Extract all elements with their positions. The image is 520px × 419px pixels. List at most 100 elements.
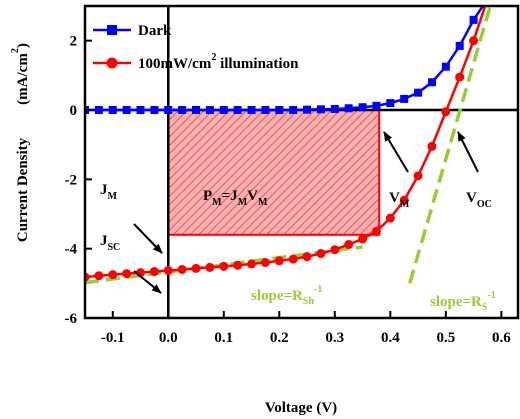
illum-point (122, 269, 132, 279)
series-dark (85, 6, 485, 114)
illum-point (344, 240, 354, 250)
x-tick-label: 0.3 (325, 330, 344, 346)
pm-annotation: PM=JMVM (203, 188, 268, 208)
dark-point (233, 106, 242, 114)
y-unit-close: ) (15, 43, 31, 48)
dark-point (427, 78, 436, 87)
dark-point (469, 15, 478, 24)
dark-point (205, 106, 214, 114)
voc-arrow (457, 131, 479, 173)
legend-illum-marker (106, 57, 118, 69)
illum-point (371, 226, 381, 236)
legend-illum-main: 100mW/cm (138, 56, 212, 72)
legend-illum-tail: illumination (216, 56, 299, 72)
illum-point (94, 271, 104, 281)
legend-illum-text: 100mW/cm2 illumination (138, 52, 299, 72)
slope-rs-annotation: slope=RS-1 (430, 290, 496, 313)
legend-dark-marker (107, 25, 117, 35)
pm-j-sub: M (238, 197, 248, 208)
pm-v-sub: M (258, 197, 268, 208)
series-illumination (85, 0, 492, 282)
dark-point (441, 62, 450, 71)
jsc-main: J (100, 233, 108, 249)
dark-point (400, 94, 409, 103)
illum-point (274, 256, 284, 266)
illum-point (358, 234, 368, 244)
y-tick-label: 0 (70, 103, 78, 119)
illum-point (219, 261, 229, 271)
y-axis-unit: (mA/cm2) (10, 43, 31, 105)
dark-point (455, 41, 464, 50)
pm-eq: =J (222, 188, 239, 204)
dark-point (94, 106, 103, 114)
x-tick-label: -0.1 (101, 330, 125, 346)
vm-annotation: VM (389, 190, 410, 210)
x-tick-label: 0.4 (381, 330, 400, 346)
illum-point (260, 258, 270, 268)
legend-dark-text: Dark (138, 23, 172, 39)
dark-point (136, 106, 145, 114)
dark-point (247, 106, 256, 114)
dark-point (386, 99, 395, 108)
slope-rs-text: slope=R (430, 294, 482, 310)
illum-point (316, 249, 326, 259)
illum-point (163, 266, 173, 276)
illum-point (108, 270, 118, 280)
illum-point (330, 245, 340, 255)
dark-point (150, 106, 159, 114)
slope-rs-sup: -1 (487, 290, 495, 301)
legend-illum-sup: 2 (211, 52, 216, 63)
dark-point (316, 105, 325, 114)
illum-point (427, 141, 437, 151)
y-tick-label: -4 (65, 242, 78, 258)
jsc-annotation: JSC (100, 233, 120, 253)
pm-p: P (203, 188, 212, 204)
dark-point (303, 105, 312, 114)
dark-point (108, 106, 117, 114)
x-tick-label: 0.2 (270, 330, 289, 346)
illum-point (441, 107, 451, 117)
illum-point (399, 195, 409, 205)
y-axis-label: Current Density (15, 137, 31, 242)
dark-point (289, 106, 298, 114)
dark-point (164, 106, 173, 114)
y-unit-sup: 2 (10, 48, 21, 53)
slope-rs-sub: S (482, 302, 488, 313)
vm-main: V (389, 190, 400, 206)
y-tick-label: 2 (70, 34, 78, 50)
illum-point (469, 36, 479, 46)
dark-point (122, 106, 131, 114)
vm-arrow (383, 131, 409, 173)
legend: Dark 100mW/cm2 illumination (93, 23, 299, 72)
illum-point (205, 262, 215, 272)
x-tick-label: 0.6 (492, 330, 511, 346)
y-tick-label: -6 (65, 311, 78, 327)
illum-point (483, 0, 492, 4)
dark-point (344, 104, 353, 113)
jm-main: J (100, 182, 108, 198)
y-axis-label-group: Current Density (mA/cm2) (10, 43, 31, 242)
slope-rsh-sub: Sh (303, 296, 315, 307)
pm-v: V (247, 188, 258, 204)
dark-point (275, 106, 284, 114)
voc-annotation: VOC (466, 190, 492, 210)
dark-point (372, 101, 381, 110)
plot-frame (83, 4, 520, 320)
pm-p-sub: M (212, 197, 222, 208)
illum-point (455, 72, 465, 82)
slope-rsh-text: slope=R (251, 288, 303, 304)
dark-point (330, 104, 339, 113)
max-power-rectangle (167, 109, 381, 236)
dark-point (178, 106, 187, 114)
slope-rsh-annotation: slope=RSh-1 (251, 284, 322, 307)
illum-point (288, 254, 298, 264)
dark-point (414, 88, 423, 97)
dark-point (358, 103, 367, 112)
dark-point (192, 106, 201, 114)
slope-rsh-sup: -1 (314, 284, 322, 295)
jm-sub: M (108, 191, 118, 202)
voc-main: V (466, 190, 477, 206)
illum-point (302, 252, 312, 262)
x-tick-label: 0.0 (159, 330, 178, 346)
